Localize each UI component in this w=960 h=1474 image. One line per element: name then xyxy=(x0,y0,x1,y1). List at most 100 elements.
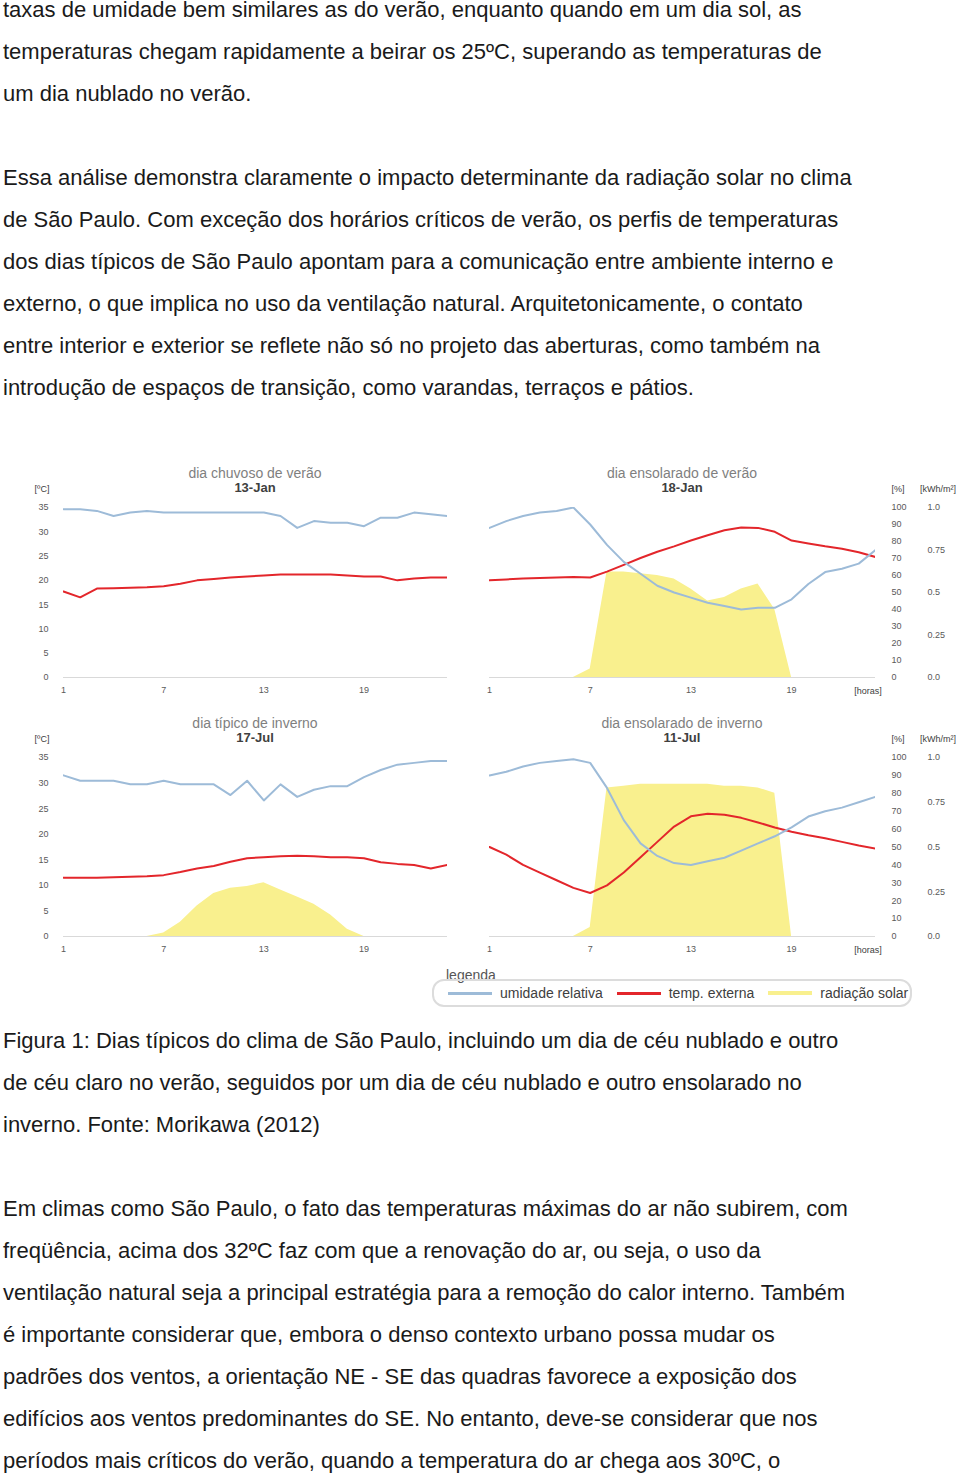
html-text:externo, o que implica no uso: externo, o que implica no uso da ventila… xyxy=(3,291,803,316)
html-text:períodos mais críticos do verã: períodos mais críticos do verão, quando … xyxy=(3,1448,781,1473)
svg-text:13: 13 xyxy=(259,944,269,954)
svg-text:0.25: 0.25 xyxy=(928,630,946,640)
html-text:[ºC]: [ºC] xyxy=(34,734,50,744)
html-text:temp. externa: temp. externa xyxy=(668,985,755,1001)
html-text:ventilação natural seja a prin: ventilação natural seja a principal estr… xyxy=(3,1280,846,1305)
html-text:freqüência, acima dos 32ºC faz: freqüência, acima dos 32ºC faz com que a… xyxy=(3,1238,761,1263)
svg-text:10: 10 xyxy=(38,880,48,890)
svg-text:19: 19 xyxy=(359,944,369,954)
svg-text:19: 19 xyxy=(787,944,797,954)
svg-text:20: 20 xyxy=(892,896,902,906)
svg-text:20: 20 xyxy=(38,575,48,585)
svg-text:20: 20 xyxy=(38,829,48,839)
svg-text:30: 30 xyxy=(892,621,902,631)
svg-text:7: 7 xyxy=(588,685,593,695)
svg-text:0.5: 0.5 xyxy=(928,587,941,597)
svg-text:13: 13 xyxy=(259,685,269,695)
svg-text:0: 0 xyxy=(892,931,897,941)
svg-text:0.0: 0.0 xyxy=(928,672,941,682)
svg-text:90: 90 xyxy=(892,770,902,780)
html-text:[kWh/m²]: [kWh/m²] xyxy=(920,734,956,744)
svg-text:7: 7 xyxy=(588,944,593,954)
html-text:18-Jan: 18-Jan xyxy=(661,480,703,495)
svg-text:50: 50 xyxy=(892,587,902,597)
html-text:legenda: legenda xyxy=(446,967,496,983)
html-text:[kWh/m²]: [kWh/m²] xyxy=(920,484,956,494)
html-text:[horas]: [horas] xyxy=(854,686,882,696)
svg-text:35: 35 xyxy=(38,502,48,512)
html-text:dia ensolarado de verão: dia ensolarado de verão xyxy=(606,465,758,481)
svg-text:80: 80 xyxy=(892,788,902,798)
svg-text:30: 30 xyxy=(892,878,902,888)
html-text:13-Jan: 13-Jan xyxy=(234,480,276,495)
svg-text:10: 10 xyxy=(892,655,902,665)
html-text:radiação solar: radiação solar xyxy=(820,985,909,1001)
svg-text:0.75: 0.75 xyxy=(928,797,946,807)
svg-text:40: 40 xyxy=(892,604,902,614)
html-text:de céu claro no verão, seguido: de céu claro no verão, seguidos por um d… xyxy=(3,1070,802,1095)
svg-text:90: 90 xyxy=(892,519,902,529)
html-text:dos dias típicos de São Paulo: dos dias típicos de São Paulo apontam pa… xyxy=(3,249,834,274)
svg-text:60: 60 xyxy=(892,824,902,834)
html-text:[ºC]: [ºC] xyxy=(34,484,50,494)
html-text:umidade relativa: umidade relativa xyxy=(500,985,603,1001)
svg-text:5: 5 xyxy=(43,906,48,916)
svg-text:80: 80 xyxy=(892,536,902,546)
svg-text:30: 30 xyxy=(38,778,48,788)
svg-text:0.5: 0.5 xyxy=(928,842,941,852)
html-text:11-Jul: 11-Jul xyxy=(663,730,701,745)
svg-text:30: 30 xyxy=(38,527,48,537)
svg-text:19: 19 xyxy=(787,685,797,695)
svg-text:60: 60 xyxy=(892,570,902,580)
svg-text:35: 35 xyxy=(38,752,48,762)
svg-text:13: 13 xyxy=(686,944,696,954)
svg-text:15: 15 xyxy=(38,600,48,610)
html-text:Essa análise demonstra clarame: Essa análise demonstra claramente o impa… xyxy=(3,165,852,190)
svg-text:1: 1 xyxy=(487,944,492,954)
svg-text:15: 15 xyxy=(38,855,48,865)
svg-text:0: 0 xyxy=(892,672,897,682)
svg-text:40: 40 xyxy=(892,860,902,870)
svg-text:20: 20 xyxy=(892,638,902,648)
html-text:dia chuvoso de verão: dia chuvoso de verão xyxy=(188,465,322,481)
svg-text:70: 70 xyxy=(892,806,902,816)
html-text:17-Jul: 17-Jul xyxy=(236,730,274,745)
svg-text:100: 100 xyxy=(892,752,907,762)
svg-text:0.75: 0.75 xyxy=(928,545,946,555)
html-text:Figura 1: Dias típicos do clim: Figura 1: Dias típicos do clima de São P… xyxy=(3,1028,839,1053)
html-text:entre interior e exterior se r: entre interior e exterior se reflete não… xyxy=(3,333,820,358)
svg-text:0: 0 xyxy=(43,931,48,941)
html-text:edifícios aos ventos predomina: edifícios aos ventos predominantes do SE… xyxy=(3,1406,818,1431)
svg-text:0: 0 xyxy=(43,672,48,682)
svg-text:70: 70 xyxy=(892,553,902,563)
svg-text:0.0: 0.0 xyxy=(928,931,941,941)
svg-text:7: 7 xyxy=(161,685,166,695)
html-text:dia ensolarado de inverno: dia ensolarado de inverno xyxy=(601,715,763,731)
svg-text:0.25: 0.25 xyxy=(928,887,946,897)
html-text:temperaturas chegam rapidament: temperaturas chegam rapidamente a beirar… xyxy=(3,39,822,64)
html-text:Em climas como São Paulo, o fa: Em climas como São Paulo, o fato das tem… xyxy=(3,1196,848,1221)
svg-text:10: 10 xyxy=(38,624,48,634)
html-text:[horas]: [horas] xyxy=(854,945,882,955)
svg-text:25: 25 xyxy=(38,551,48,561)
html-text:um dia nublado no verão.: um dia nublado no verão. xyxy=(3,81,252,106)
svg-text:13: 13 xyxy=(686,685,696,695)
svg-text:1: 1 xyxy=(61,944,66,954)
svg-text:5: 5 xyxy=(43,648,48,658)
html-text:é importante considerar que, e: é importante considerar que, embora o de… xyxy=(3,1322,775,1347)
html-text:de São Paulo. Com exceção dos: de São Paulo. Com exceção dos horários c… xyxy=(3,207,839,232)
svg-text:1.0: 1.0 xyxy=(928,752,941,762)
svg-text:100: 100 xyxy=(892,502,907,512)
svg-text:7: 7 xyxy=(161,944,166,954)
svg-text:1: 1 xyxy=(487,685,492,695)
html-text:introdução de espaços de trans: introdução de espaços de transição, como… xyxy=(3,375,694,400)
html-text:inverno. Fonte: Morikawa (2012: inverno. Fonte: Morikawa (2012) xyxy=(3,1112,320,1137)
html-text:padrões dos ventos, a orientaç: padrões dos ventos, a orientação NE - SE… xyxy=(3,1364,797,1389)
svg-text:1: 1 xyxy=(61,685,66,695)
svg-text:50: 50 xyxy=(892,842,902,852)
svg-text:25: 25 xyxy=(38,804,48,814)
svg-text:19: 19 xyxy=(359,685,369,695)
html-text:dia típico de inverno: dia típico de inverno xyxy=(192,715,318,731)
svg-text:1.0: 1.0 xyxy=(928,502,941,512)
svg-text:10: 10 xyxy=(892,913,902,923)
